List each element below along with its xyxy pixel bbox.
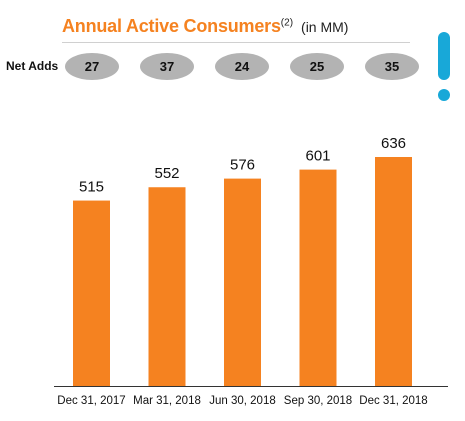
title-unit: (in MM) bbox=[301, 19, 349, 35]
net-adds-label: Net Adds bbox=[6, 59, 59, 73]
data-label: 552 bbox=[154, 165, 179, 182]
x-tick-label: Dec 31, 2017 bbox=[57, 395, 125, 407]
net-adds-pill: 35 bbox=[365, 53, 419, 80]
net-adds-pill: 37 bbox=[140, 53, 194, 80]
bar bbox=[299, 169, 337, 386]
exclamation-dot-icon bbox=[438, 89, 450, 101]
x-tick-label: Dec 31, 2018 bbox=[359, 395, 427, 407]
chart-title: Annual Active Consumers(2) (in MM) bbox=[62, 16, 348, 37]
data-label: 515 bbox=[79, 179, 104, 196]
net-adds-pill: 24 bbox=[215, 53, 269, 80]
title-footnote: (2) bbox=[280, 17, 294, 29]
net-adds-pill: 27 bbox=[65, 53, 119, 80]
x-tick-label: Sep 30, 2018 bbox=[284, 395, 352, 407]
bar bbox=[224, 178, 261, 386]
net-adds-pill: 25 bbox=[290, 53, 344, 80]
chart-title-text: Annual Active Consumers bbox=[62, 16, 281, 36]
x-tick-label: Jun 30, 2018 bbox=[209, 395, 276, 407]
bar bbox=[375, 157, 412, 386]
data-label: 636 bbox=[381, 135, 406, 152]
bar bbox=[148, 187, 186, 386]
data-label: 601 bbox=[305, 148, 330, 165]
data-label: 576 bbox=[230, 157, 255, 174]
exclamation-bar-icon bbox=[438, 32, 450, 80]
title-divider bbox=[62, 42, 410, 43]
x-tick-label: Mar 31, 2018 bbox=[133, 395, 201, 407]
bar bbox=[73, 200, 110, 386]
